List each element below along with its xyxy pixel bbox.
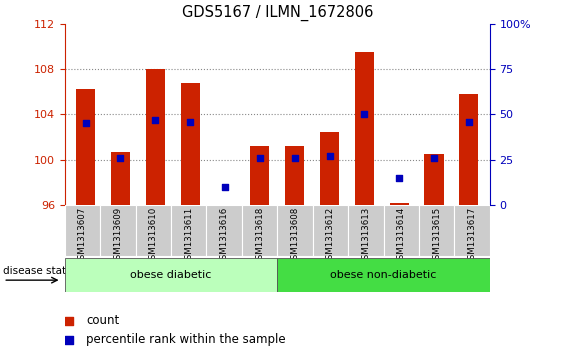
Bar (216, 205, 235, 207)
Point (186, 119, 195, 125)
Bar (425, 154, 444, 205)
Point (116, 155, 125, 161)
Bar (278, 205, 312, 256)
Text: count: count (86, 314, 119, 327)
Bar (320, 132, 339, 205)
Point (221, 184, 230, 190)
Bar (242, 205, 277, 256)
Bar (76, 89, 95, 205)
Bar (285, 146, 304, 205)
Text: GSM1313617: GSM1313617 (468, 207, 477, 265)
Bar (251, 146, 270, 205)
Bar (111, 152, 130, 205)
Text: disease state: disease state (3, 266, 73, 276)
Text: GSM1313613: GSM1313613 (361, 207, 370, 265)
Bar (383, 205, 419, 256)
Bar (146, 69, 165, 205)
Point (65, 318, 74, 324)
Bar (100, 205, 136, 256)
Point (464, 119, 473, 125)
Text: obese non-diabetic: obese non-diabetic (330, 270, 437, 280)
Bar (348, 205, 383, 256)
Bar (207, 205, 242, 256)
Bar (181, 83, 200, 205)
Point (81, 121, 90, 126)
Text: GSM1313615: GSM1313615 (432, 207, 441, 265)
Point (325, 153, 334, 159)
Text: GSM1313616: GSM1313616 (220, 207, 229, 265)
Bar (171, 205, 207, 256)
Point (151, 117, 160, 123)
Text: GSM1313608: GSM1313608 (291, 207, 300, 265)
Text: GSM1313609: GSM1313609 (113, 207, 122, 265)
Text: GSM1313611: GSM1313611 (184, 207, 193, 265)
Bar (312, 205, 348, 256)
Bar (65, 205, 100, 256)
Point (290, 155, 299, 161)
Title: GDS5167 / ILMN_1672806: GDS5167 / ILMN_1672806 (182, 5, 373, 21)
Bar (355, 52, 374, 205)
Bar (65, 258, 278, 292)
Text: GSM1313618: GSM1313618 (255, 207, 264, 265)
Bar (419, 205, 454, 256)
Text: GSM1313607: GSM1313607 (78, 207, 87, 265)
Point (395, 175, 404, 181)
Text: GSM1313610: GSM1313610 (149, 207, 158, 265)
Point (360, 111, 369, 117)
Point (256, 155, 265, 161)
Text: GSM1313612: GSM1313612 (326, 207, 335, 265)
Bar (278, 258, 490, 292)
Text: GSM1313614: GSM1313614 (397, 207, 406, 265)
Point (430, 155, 439, 161)
Text: percentile rank within the sample: percentile rank within the sample (86, 333, 285, 346)
Bar (136, 205, 171, 256)
Bar (459, 94, 479, 205)
Text: obese diabetic: obese diabetic (130, 270, 212, 280)
Point (65, 337, 74, 343)
Bar (454, 205, 490, 256)
Bar (390, 203, 409, 205)
